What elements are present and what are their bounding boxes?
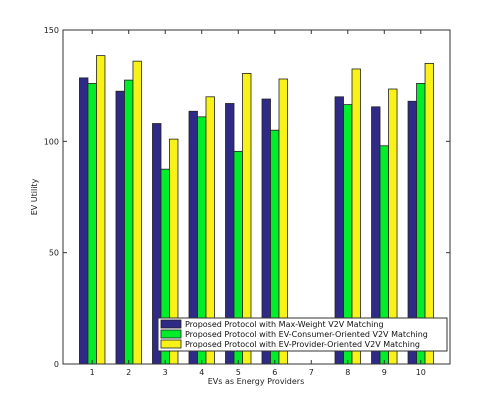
- bar-series-2-cat-1: [87, 83, 97, 365]
- x-tick-label: 4: [199, 368, 204, 377]
- legend-label-2: Proposed Protocol with EV-Consumer-Orien…: [185, 330, 428, 339]
- bar-series-3-cat-1: [96, 55, 106, 365]
- legend-swatch-2: [160, 329, 182, 339]
- y-axis-label: EV Utility: [30, 178, 39, 215]
- legend-box: [157, 317, 448, 352]
- bar-series-1-cat-1: [79, 77, 89, 365]
- bar-series-3-cat-2: [132, 60, 142, 365]
- y-tick-label: 0: [54, 360, 59, 369]
- x-tick-label: 1: [90, 368, 95, 377]
- x-tick-label: 5: [236, 368, 241, 377]
- x-tick-label: 8: [345, 368, 350, 377]
- legend-label-3: Proposed Protocol with EV-Provider-Orien…: [185, 340, 420, 349]
- legend-label-1: Proposed Protocol with Max-Weight V2V Ma…: [185, 320, 384, 329]
- x-tick-label: 9: [382, 368, 387, 377]
- y-tick-label: 150: [44, 26, 59, 35]
- bar-series-2-cat-2: [124, 79, 134, 365]
- plot-frame: [62, 29, 451, 365]
- y-tick-label: 100: [44, 137, 59, 146]
- x-tick-label: 2: [126, 368, 131, 377]
- bar-series-1-cat-2: [115, 90, 125, 365]
- x-axis-ticks: 1 2 3 4 5 6 7 8 9 10: [90, 30, 426, 377]
- x-tick-label: 7: [309, 368, 314, 377]
- y-axis-ticks: 0 50 100 150: [44, 26, 450, 369]
- x-tick-label: 3: [163, 368, 168, 377]
- legend: Proposed Protocol with Max-Weight V2V Ma…: [157, 317, 448, 352]
- x-tick-label: 6: [272, 368, 277, 377]
- legend-swatch-3: [160, 339, 182, 349]
- y-tick-label: 50: [49, 249, 59, 258]
- legend-swatch-1: [160, 319, 182, 329]
- x-axis-label: EVs as Energy Providers: [208, 377, 305, 386]
- x-tick-label: 10: [416, 368, 426, 377]
